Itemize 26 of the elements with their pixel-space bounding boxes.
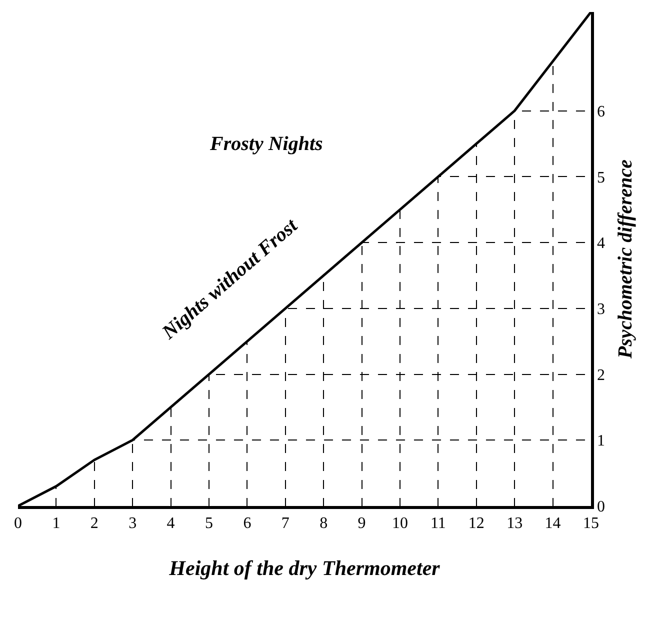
x-tick-label: 12 (468, 514, 484, 532)
annotation: Frosty Nights (209, 133, 324, 155)
x-axis-title: Height of the dry Thermometer (168, 556, 441, 580)
x-tick-label: 14 (544, 514, 561, 532)
x-tick-label: 13 (506, 514, 523, 532)
y-tick-label: 5 (596, 169, 605, 186)
y-tick-label: 3 (596, 301, 605, 318)
x-tick-label: 15 (583, 514, 599, 532)
y-axis-title: Psychometric difference (614, 159, 636, 360)
y-tick-label: 6 (596, 103, 605, 120)
x-tick-label: 6 (243, 514, 252, 532)
x-tick-label: 7 (281, 514, 290, 532)
x-tick-label: 5 (205, 514, 213, 532)
y-tick-label: 2 (596, 366, 605, 384)
x-tick-label: 4 (166, 514, 175, 532)
x-tick-label: 0 (14, 514, 22, 532)
y-tick-label: 1 (596, 432, 605, 450)
x-tick-label: 10 (392, 514, 408, 532)
x-tick-label: 2 (90, 514, 98, 532)
x-tick-label: 8 (320, 514, 328, 532)
x-tick-label: 3 (128, 514, 137, 532)
x-tick-label: 11 (430, 514, 446, 532)
y-tick-label: 4 (596, 235, 605, 252)
x-tick-label: 1 (52, 514, 60, 532)
y-tick-label: 0 (596, 498, 605, 516)
x-tick-label: 9 (358, 514, 366, 532)
